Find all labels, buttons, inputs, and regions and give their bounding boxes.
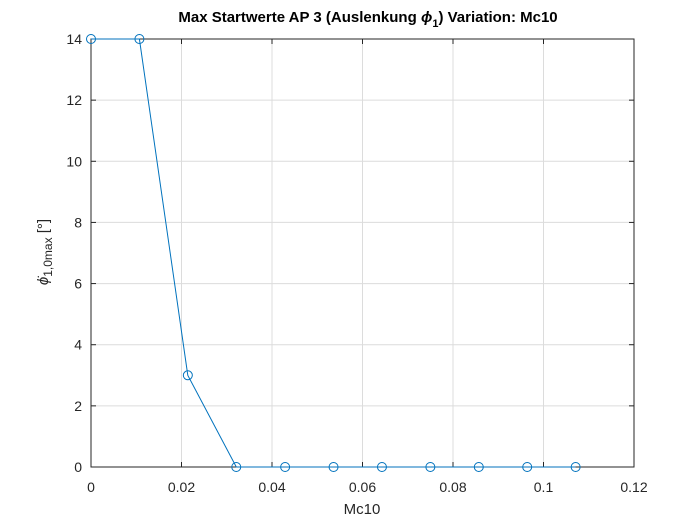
y-tick-label: 4	[74, 337, 82, 353]
y-tick-label: 0	[74, 459, 82, 475]
y-axis-label-symbol: ϕ̇	[35, 276, 52, 285]
series-line	[91, 38, 576, 468]
x-axis-label: Mc10	[344, 501, 381, 518]
data-point	[231, 462, 242, 472]
x-tick-label: 0	[87, 479, 95, 495]
data-point	[570, 462, 581, 472]
y-tick-label: 6	[74, 276, 82, 292]
data-point	[425, 462, 436, 472]
chart-title: Max Startwerte AP 3 (Auslenkung ϕ1) Vari…	[178, 9, 557, 30]
y-axis-label-subscript: 1,0max	[41, 237, 55, 276]
title-prefix: Max Startwerte AP 3 (Auslenkung	[178, 9, 421, 26]
x-tick-labels: 0 0.02 0.04 0.06 0.08 0.1 0.12	[87, 479, 648, 495]
data-point	[473, 462, 484, 472]
x-tick-label: 0.08	[439, 479, 466, 495]
data-point	[376, 462, 387, 472]
title-symbol-subscript: 1	[432, 18, 438, 30]
x-tick-label: 0.04	[258, 479, 285, 495]
x-tick-label: 0.02	[168, 479, 195, 495]
data-series	[86, 34, 581, 472]
x-tick-label: 0.12	[620, 479, 647, 495]
data-point	[280, 462, 291, 472]
y-tick-label: 2	[74, 398, 82, 414]
y-axis-label: ϕ̇1,0max [°]	[35, 219, 55, 285]
y-tick-labels: 0 2 4 6 8 10 12 14	[66, 31, 82, 475]
data-point	[134, 34, 145, 44]
x-tick-label: 0.06	[349, 479, 376, 495]
plot-area: 0 0.02 0.04 0.06 0.08 0.1 0.12 0 2 4 6 8 10 12 14	[66, 31, 647, 495]
x-tick-label: 0.1	[534, 479, 554, 495]
y-tick-label: 12	[66, 92, 82, 108]
data-point	[522, 462, 533, 472]
y-axis-label-unit: [°]	[35, 219, 52, 238]
data-point	[328, 462, 339, 472]
y-tick-label: 8	[74, 214, 82, 230]
data-point	[182, 370, 193, 381]
title-symbol: ϕ	[421, 9, 432, 26]
data-point	[86, 34, 96, 44]
y-tick-label: 14	[66, 31, 82, 47]
y-tick-label: 10	[66, 153, 82, 169]
title-suffix: ) Variation: Mc10	[438, 9, 557, 26]
